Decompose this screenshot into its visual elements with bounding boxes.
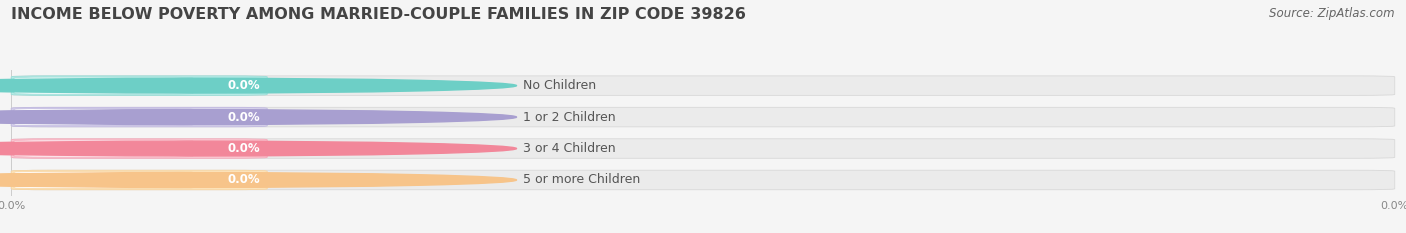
FancyBboxPatch shape — [11, 76, 267, 95]
Text: 0.0%: 0.0% — [228, 174, 260, 186]
FancyBboxPatch shape — [11, 170, 267, 190]
Circle shape — [0, 78, 516, 93]
Text: 0.0%: 0.0% — [228, 79, 260, 92]
Circle shape — [0, 173, 516, 187]
Text: 0.0%: 0.0% — [228, 111, 260, 123]
Circle shape — [0, 141, 516, 156]
Text: 5 or more Children: 5 or more Children — [523, 174, 641, 186]
Text: 3 or 4 Children: 3 or 4 Children — [523, 142, 616, 155]
FancyBboxPatch shape — [11, 139, 267, 158]
Text: Source: ZipAtlas.com: Source: ZipAtlas.com — [1270, 7, 1395, 20]
Text: 0.0%: 0.0% — [228, 142, 260, 155]
FancyBboxPatch shape — [11, 139, 1395, 158]
FancyBboxPatch shape — [14, 171, 193, 188]
FancyBboxPatch shape — [11, 107, 1395, 127]
Text: INCOME BELOW POVERTY AMONG MARRIED-COUPLE FAMILIES IN ZIP CODE 39826: INCOME BELOW POVERTY AMONG MARRIED-COUPL… — [11, 7, 747, 22]
FancyBboxPatch shape — [11, 76, 1395, 95]
Text: No Children: No Children — [523, 79, 596, 92]
FancyBboxPatch shape — [11, 170, 1395, 190]
FancyBboxPatch shape — [14, 77, 193, 94]
FancyBboxPatch shape — [14, 109, 193, 126]
Text: 1 or 2 Children: 1 or 2 Children — [523, 111, 616, 123]
FancyBboxPatch shape — [11, 107, 267, 127]
Circle shape — [0, 110, 516, 124]
FancyBboxPatch shape — [14, 140, 193, 157]
